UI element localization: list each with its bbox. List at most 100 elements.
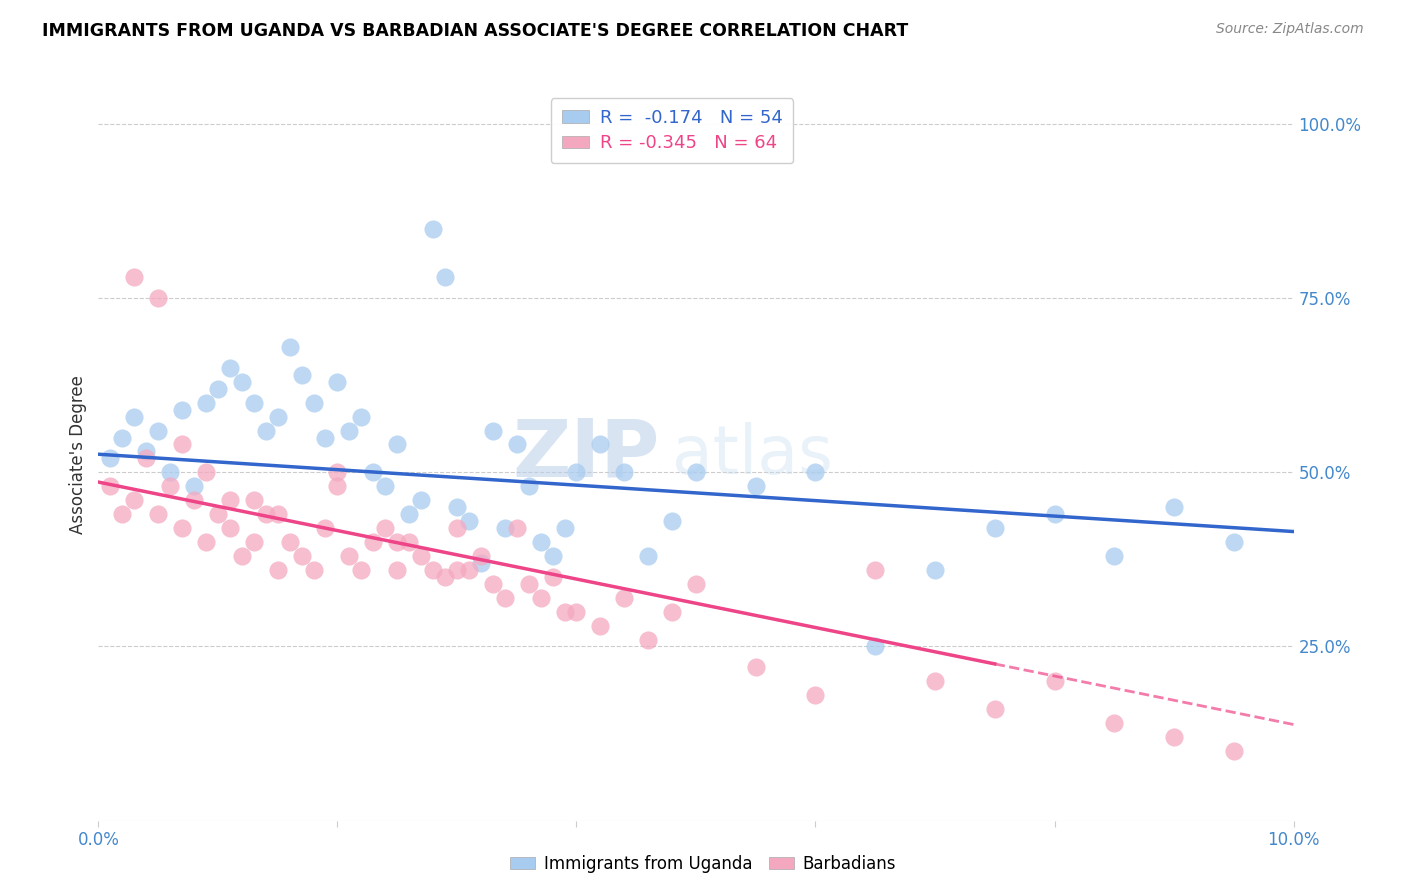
Point — [243, 395, 266, 409]
Point — [554, 605, 576, 619]
Point — [183, 479, 205, 493]
Point — [661, 514, 683, 528]
Point — [1043, 674, 1066, 689]
Point — [111, 507, 134, 521]
Point — [148, 291, 170, 305]
Text: ZIP: ZIP — [513, 416, 661, 494]
Point — [350, 409, 373, 424]
Point — [446, 521, 468, 535]
Point — [517, 479, 540, 493]
Point — [363, 535, 385, 549]
Point — [219, 360, 242, 375]
Point — [984, 521, 1007, 535]
Point — [1163, 730, 1185, 744]
Point — [315, 521, 337, 535]
Point — [494, 521, 516, 535]
Point — [195, 535, 218, 549]
Point — [924, 674, 946, 689]
Point — [385, 437, 409, 451]
Point — [124, 493, 146, 508]
Point — [434, 270, 457, 285]
Point — [685, 576, 707, 591]
Point — [398, 535, 420, 549]
Point — [172, 402, 194, 417]
Point — [135, 444, 157, 458]
Point — [219, 493, 242, 508]
Point — [565, 605, 588, 619]
Point — [984, 702, 1007, 716]
Point — [637, 632, 659, 647]
Point — [148, 424, 170, 438]
Point — [530, 535, 553, 549]
Point — [243, 535, 266, 549]
Point — [159, 479, 181, 493]
Point — [385, 563, 409, 577]
Point — [589, 437, 612, 451]
Point — [291, 368, 314, 382]
Text: atlas: atlas — [672, 422, 832, 488]
Point — [339, 549, 361, 563]
Point — [148, 507, 170, 521]
Y-axis label: Associate's Degree: Associate's Degree — [69, 376, 87, 534]
Point — [411, 549, 433, 563]
Point — [267, 507, 290, 521]
Point — [385, 535, 409, 549]
Point — [111, 430, 134, 444]
Point — [506, 521, 529, 535]
Text: IMMIGRANTS FROM UGANDA VS BARBADIAN ASSOCIATE'S DEGREE CORRELATION CHART: IMMIGRANTS FROM UGANDA VS BARBADIAN ASSO… — [42, 22, 908, 40]
Point — [98, 479, 122, 493]
Point — [482, 576, 505, 591]
Point — [302, 563, 325, 577]
Point — [172, 521, 194, 535]
Legend: R =  -0.174   N = 54, R = -0.345   N = 64: R = -0.174 N = 54, R = -0.345 N = 64 — [551, 98, 793, 163]
Point — [446, 500, 468, 515]
Point — [183, 493, 205, 508]
Point — [254, 424, 277, 438]
Point — [589, 618, 612, 632]
Point — [1104, 716, 1126, 731]
Point — [374, 521, 396, 535]
Point — [924, 563, 946, 577]
Point — [326, 466, 349, 480]
Point — [1104, 549, 1126, 563]
Point — [434, 570, 457, 584]
Point — [517, 576, 540, 591]
Point — [350, 563, 373, 577]
Point — [470, 556, 492, 570]
Point — [458, 514, 481, 528]
Point — [159, 466, 181, 480]
Point — [745, 479, 768, 493]
Point — [231, 549, 253, 563]
Point — [219, 521, 242, 535]
Point — [326, 479, 349, 493]
Point — [278, 340, 301, 354]
Point — [374, 479, 396, 493]
Point — [207, 507, 229, 521]
Point — [865, 563, 887, 577]
Point — [267, 409, 290, 424]
Point — [302, 395, 325, 409]
Point — [207, 382, 229, 396]
Point — [195, 466, 218, 480]
Point — [470, 549, 492, 563]
Point — [637, 549, 659, 563]
Point — [541, 549, 564, 563]
Point — [315, 430, 337, 444]
Point — [565, 466, 588, 480]
Point — [172, 437, 194, 451]
Point — [1043, 507, 1066, 521]
Point — [291, 549, 314, 563]
Point — [267, 563, 290, 577]
Point — [661, 605, 683, 619]
Point — [231, 375, 253, 389]
Point — [458, 563, 481, 577]
Point — [326, 375, 349, 389]
Point — [804, 466, 827, 480]
Point — [339, 424, 361, 438]
Point — [1223, 535, 1246, 549]
Legend: Immigrants from Uganda, Barbadians: Immigrants from Uganda, Barbadians — [503, 848, 903, 880]
Point — [745, 660, 768, 674]
Point — [1223, 744, 1246, 758]
Point — [195, 395, 218, 409]
Point — [541, 570, 564, 584]
